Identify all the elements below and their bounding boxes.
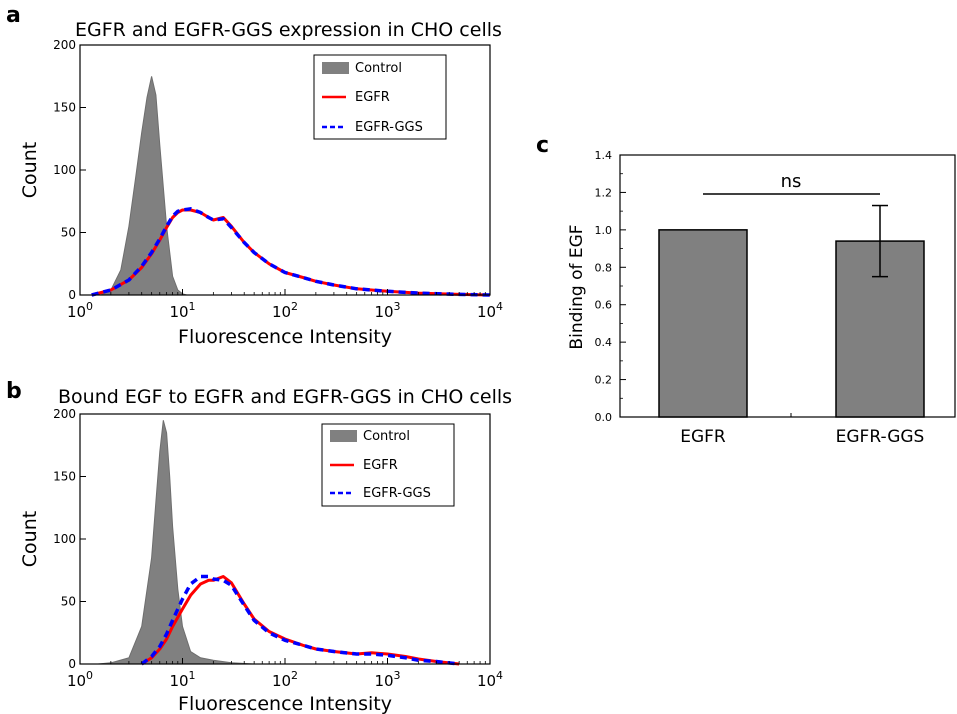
- chart-b-xtick-label: 101: [169, 669, 195, 690]
- significance-label: ns: [781, 171, 802, 192]
- legend-label-egfr-ggs-b: EGFR-GGS: [363, 486, 431, 501]
- chart-a-ytick-label: 100: [53, 163, 76, 177]
- chart-b-ytick-label: 100: [53, 532, 76, 546]
- chart-c-ytick-label: 0.8: [595, 261, 613, 274]
- chart-b-ylabel: Count: [19, 511, 41, 567]
- chart-b-ytick-label: 50: [61, 595, 76, 609]
- chart-a-xtick-label: 102: [272, 300, 298, 321]
- legend-label-egfr: EGFR: [355, 90, 390, 105]
- chart-b-series-control: [97, 420, 255, 665]
- chart-b-ytick-label: 150: [53, 470, 76, 484]
- chart-a-ytick-label: 200: [53, 38, 76, 52]
- legend-label-control: Control: [355, 61, 402, 76]
- bar-panel-c: 0.0 0.2 0.4 0.6 0.8 1.0 1.2 1.4 EGFR EGFR-GGS ns…: [567, 149, 956, 447]
- chart-c-ytick-label: 1.4: [595, 149, 613, 162]
- histogram-panel-a: EGFR and EGFR-GGS expression in CHO cell…: [19, 19, 503, 348]
- chart-c-ytick-label: 0.2: [595, 374, 613, 387]
- panel-label-b: b: [6, 379, 22, 404]
- chart-c-category-label: EGFR: [680, 427, 726, 447]
- legend-label-egfr-b: EGFR: [363, 458, 398, 473]
- chart-c-ytick-label: 0.4: [595, 336, 613, 349]
- chart-b-ytick-label: 200: [53, 407, 76, 421]
- chart-a-xtick-label: 103: [374, 300, 400, 321]
- chart-a-ytick-label: 0: [68, 288, 76, 302]
- chart-b-ytick-label: 0: [68, 657, 76, 671]
- chart-b-xtick-label: 100: [67, 669, 93, 690]
- chart-b-series-egfr-ggs: [140, 574, 460, 666]
- panel-label-c: c: [536, 133, 549, 158]
- chart-c-ytick-label: 0.6: [595, 299, 613, 312]
- chart-a-ytick-label: 150: [53, 101, 76, 115]
- chart-c-ytick-label: 1.0: [595, 224, 613, 237]
- panel-label-a: a: [6, 3, 21, 28]
- chart-b-xtick-label: 104: [477, 669, 503, 690]
- chart-b-xlabel: Fluorescence Intensity: [178, 693, 392, 714]
- chart-a-xtick-label: 101: [169, 300, 195, 321]
- chart-c-category-label: EGFR-GGS: [836, 427, 925, 447]
- legend-label-control-b: Control: [363, 429, 410, 444]
- chart-a-xtick-label: 104: [477, 300, 503, 321]
- chart-a-series-egfr-ggs: [91, 207, 491, 297]
- chart-b-title: Bound EGF to EGFR and EGFR-GGS in CHO ce…: [58, 386, 512, 408]
- chart-c-ylabel: Binding of EGF: [567, 224, 587, 349]
- chart-a-legend: Control EGFR EGFR-GGS: [313, 54, 447, 140]
- chart-a-xtick-label: 100: [67, 300, 93, 321]
- histogram-panel-b: Bound EGF to EGFR and EGFR-GGS in CHO ce…: [19, 386, 512, 714]
- legend-swatch-control: [322, 62, 349, 74]
- chart-b-legend: Control EGFR EGFR-GGS: [321, 423, 455, 507]
- chart-b-xtick-label: 102: [272, 669, 298, 690]
- chart-a-ylabel: Count: [19, 142, 41, 198]
- chart-a-title: EGFR and EGFR-GGS expression in CHO cell…: [75, 19, 502, 41]
- chart-a-series-control: [100, 76, 187, 296]
- legend-label-egfr-ggs: EGFR-GGS: [355, 120, 423, 135]
- bar-egfr: [658, 229, 748, 418]
- chart-b-xtick-label: 103: [374, 669, 400, 690]
- legend-swatch-control-b: [330, 430, 357, 442]
- chart-c-ytick-label: 0.0: [595, 411, 613, 424]
- chart-a-xlabel: Fluorescence Intensity: [178, 326, 392, 348]
- chart-c-ytick-label: 1.2: [595, 186, 613, 199]
- chart-a-ytick-label: 50: [61, 226, 76, 240]
